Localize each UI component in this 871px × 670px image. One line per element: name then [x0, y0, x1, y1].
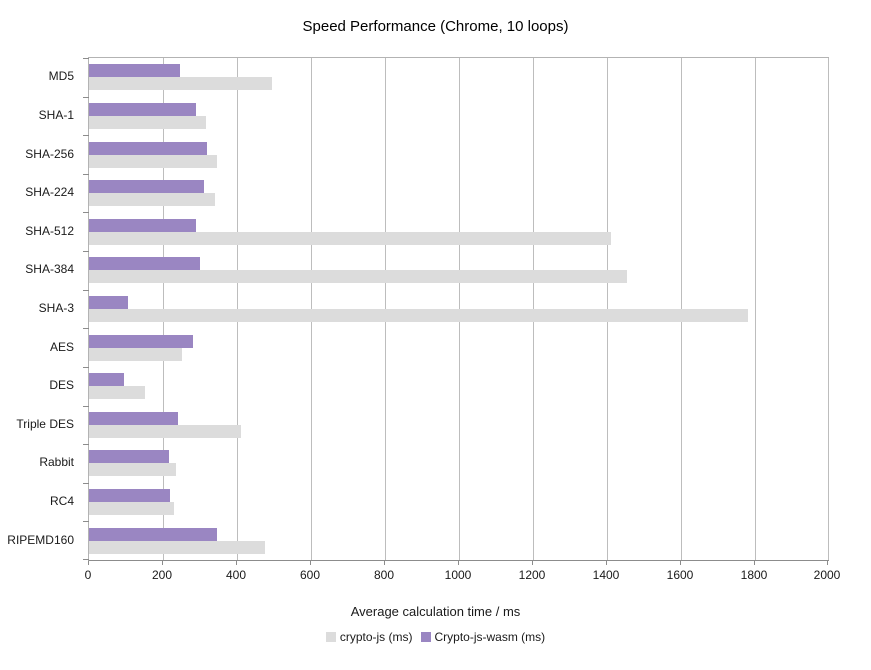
x-axis-tick-label-1400: 1400 — [592, 568, 620, 582]
gridline-2000 — [828, 58, 829, 560]
y-axis-labels: MD5 SHA-1 SHA-256 SHA-224 SHA-512 SHA-384 SHA-… — [0, 57, 81, 561]
legend-swatch-crypto-js — [325, 632, 336, 642]
bar-crypto-js-ms--md5 — [89, 77, 273, 90]
x-axis-tick-1800 — [754, 561, 755, 565]
category-label-sha-256: SHA-256 — [25, 146, 74, 161]
x-axis-tick-label-2000: 2000 — [813, 568, 841, 582]
x-axis-tick-0 — [88, 561, 89, 565]
x-axis-tick-label-1600: 1600 — [666, 568, 694, 582]
bar-crypto-js-wasm-ms--md5 — [89, 64, 180, 77]
gridline-1800 — [755, 58, 756, 560]
chart-title: Speed Performance (Chrome, 10 loops) — [302, 18, 569, 35]
x-axis: 0 200 400 600 800 1000 1200 1400 1600 1800 2000 — [84, 561, 840, 587]
y-axis-tick — [83, 406, 89, 407]
y-axis-tick — [83, 212, 89, 213]
x-axis-tick-1200 — [532, 561, 533, 565]
y-axis-tick — [83, 444, 89, 445]
bar-crypto-js-wasm-ms--ripemd160 — [89, 528, 217, 541]
bar-crypto-js-wasm-ms--rc4 — [89, 489, 171, 502]
bar-crypto-js-ms--sha-256 — [89, 155, 217, 168]
x-axis-tick-800 — [384, 561, 385, 565]
bar-crypto-js-wasm-ms--sha-224 — [89, 180, 204, 193]
y-axis-tick — [83, 58, 89, 59]
y-axis-tick — [83, 135, 89, 136]
bar-crypto-js-wasm-ms--sha-3 — [89, 296, 128, 309]
legend-label-crypto-js-wasm: Crypto-js-wasm (ms) — [434, 630, 546, 644]
x-axis-tick-label-200: 200 — [151, 568, 173, 582]
bar-crypto-js-wasm-ms--rabbit — [89, 450, 169, 463]
category-label-sha-384: SHA-384 — [25, 262, 74, 277]
bar-crypto-js-wasm-ms--sha-512 — [89, 219, 197, 232]
category-label-sha-224: SHA-224 — [25, 185, 74, 200]
legend-item-crypto-js: crypto-js (ms) — [325, 630, 413, 644]
x-axis-title: Average calculation time / ms — [350, 604, 521, 619]
x-axis-tick-label-400: 400 — [225, 568, 247, 582]
y-axis-tick — [83, 521, 89, 522]
category-label-ripemd160: RIPEMD160 — [7, 532, 74, 547]
bar-crypto-js-ms--sha-1 — [89, 116, 206, 129]
category-label-sha-3: SHA-3 — [38, 300, 74, 315]
category-label-des: DES — [49, 378, 74, 393]
bar-crypto-js-wasm-ms--sha-1 — [89, 103, 197, 116]
bar-crypto-js-ms--sha-3 — [89, 309, 748, 322]
y-axis-tick — [83, 328, 89, 329]
x-axis-tick-1600 — [680, 561, 681, 565]
bar-crypto-js-ms--des — [89, 386, 145, 399]
x-axis-tick-label-0: 0 — [84, 568, 92, 582]
category-label-sha-1: SHA-1 — [38, 107, 74, 122]
x-axis-tick-2000 — [827, 561, 828, 565]
category-label-md5: MD5 — [48, 69, 74, 84]
x-axis-tick-600 — [310, 561, 311, 565]
x-axis-tick-1000 — [458, 561, 459, 565]
bar-crypto-js-ms--rc4 — [89, 502, 175, 515]
bar-crypto-js-ms--ripemd160 — [89, 541, 265, 554]
y-axis-tick — [83, 367, 89, 368]
bar-crypto-js-ms--sha-384 — [89, 270, 628, 283]
x-axis-tick-400 — [236, 561, 237, 565]
bar-crypto-js-wasm-ms--sha-256 — [89, 142, 208, 155]
bar-crypto-js-wasm-ms--triple-des — [89, 412, 178, 425]
x-axis-tick-label-600: 600 — [299, 568, 321, 582]
category-label-triple-des: Triple DES — [16, 416, 74, 431]
bar-crypto-js-wasm-ms--aes — [89, 335, 193, 348]
y-axis-tick — [83, 290, 89, 291]
legend: crypto-js (ms) Crypto-js-wasm (ms) — [0, 630, 871, 644]
y-axis-tick — [83, 174, 89, 175]
x-axis-tick-label-1000: 1000 — [444, 568, 472, 582]
y-axis-tick — [83, 97, 89, 98]
category-label-rc4: RC4 — [49, 494, 74, 509]
legend-swatch-crypto-js-wasm — [420, 632, 431, 642]
category-label-sha-512: SHA-512 — [25, 223, 74, 238]
category-label-rabbit: Rabbit — [39, 455, 74, 470]
bar-crypto-js-ms--rabbit — [89, 463, 176, 476]
bar-crypto-js-wasm-ms--des — [89, 373, 125, 386]
x-axis-tick-label-1200: 1200 — [518, 568, 546, 582]
x-axis-tick-1400 — [606, 561, 607, 565]
legend-label-crypto-js: crypto-js (ms) — [339, 630, 413, 644]
bar-crypto-js-wasm-ms--sha-384 — [89, 257, 200, 270]
y-axis-tick — [83, 251, 89, 252]
bar-crypto-js-ms--aes — [89, 348, 182, 361]
y-axis-tick — [83, 559, 89, 560]
category-label-aes: AES — [49, 339, 74, 354]
bar-crypto-js-ms--triple-des — [89, 425, 241, 438]
x-axis-tick-200 — [162, 561, 163, 565]
y-axis-tick — [83, 483, 89, 484]
x-axis-tick-label-1800: 1800 — [740, 568, 768, 582]
legend-item-crypto-js-wasm: Crypto-js-wasm (ms) — [420, 630, 546, 644]
x-axis-tick-label-800: 800 — [373, 568, 395, 582]
bar-crypto-js-ms--sha-512 — [89, 232, 611, 245]
bar-crypto-js-ms--sha-224 — [89, 193, 215, 206]
plot-area — [83, 57, 829, 561]
